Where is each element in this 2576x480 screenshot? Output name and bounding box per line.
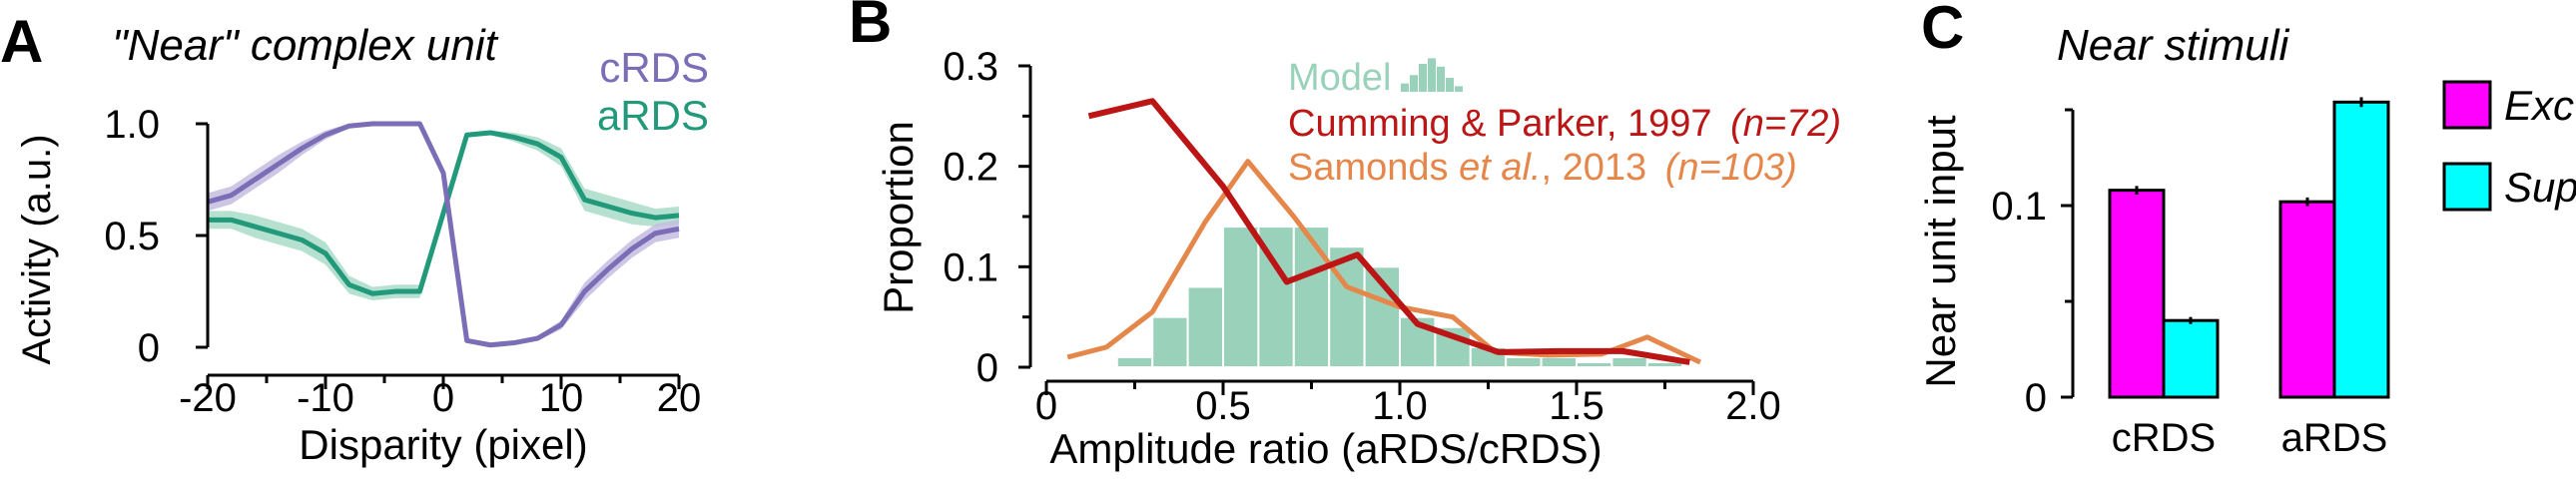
panel-b-ticks: 0 0.1 0.2 0.3 0 0.5 1.0 1.5 2.0 [943, 45, 1780, 428]
panel-b-histogram-bar [1610, 355, 1648, 368]
panel-b-histogram-bar [1540, 355, 1578, 368]
panel-b-x-tick-label: 1.5 [1549, 384, 1605, 428]
panel-a-x-tick-label: -10 [297, 376, 354, 420]
panel-c-legend: Exc Sup [2442, 80, 2576, 212]
legend-cumming-parker-n: (n=72) [1730, 103, 1841, 145]
legend-model-icon-bar [1446, 78, 1454, 92]
legend-samonds: Samonds et al., 2013 (n=103) [1288, 147, 1797, 189]
panel-a-line-ards [208, 130, 680, 296]
legend-samonds-name-prefix: Samonds [1288, 147, 1459, 189]
panel-a-x-tick-label: 0 [432, 376, 454, 420]
legend-crds: cRDS [599, 44, 709, 91]
panel-a-y-tick-label: 1.0 [104, 103, 160, 147]
legend-model-histogram-icon [1401, 58, 1463, 92]
legend-model-icon-bar [1455, 86, 1463, 92]
panel-c-ticks: cRDS aRDS 0 0.1 [1991, 108, 2388, 460]
panel-b-y-tick-label: 0.1 [943, 245, 998, 289]
panel-c: C Near stimuli cRDS aRDS 0 0.1 Near unit in… [1917, 0, 2576, 460]
legend-samonds-name-suffix: , 2013 [1541, 147, 1646, 189]
panel-b-histogram-bar [1505, 355, 1543, 368]
panel-b-letter: B [849, 0, 892, 55]
legend-ards: aRDS [597, 92, 709, 139]
panel-b-histogram-bar [1186, 285, 1224, 369]
panel-b-y-tick-label: 0.2 [943, 146, 998, 190]
panel-a-line-crds [207, 121, 680, 348]
panel-b-x-label: Amplitude ratio (aRDS/cRDS) [1049, 425, 1602, 472]
panel-b-histogram-bar [1576, 360, 1613, 369]
panel-c-x-tick-label: aRDS [2281, 416, 2388, 460]
panel-c-y-tick-label: 0.1 [1991, 185, 2047, 229]
panel-a-x-tick-label: 20 [657, 376, 702, 420]
legend-cumming-parker: Cumming & Parker, 1997 (n=72) [1288, 103, 1841, 145]
panel-b-x-tick-label: 0.5 [1195, 384, 1251, 428]
panel-c-y-tick-label: 0 [2025, 376, 2047, 420]
panel-b: B 0 0.1 0.2 0.3 0 0.5 1.0 1.5 2.0 Proportion Amp… [849, 0, 1841, 472]
panel-c-bar-exc-crds [2108, 189, 2166, 399]
panel-b-plot-area [1066, 98, 1701, 369]
panel-b-line-cumming-parker [1087, 98, 1690, 365]
panel-b-histogram-bar [1151, 315, 1189, 368]
panel-a-x-tick-label: 10 [539, 376, 584, 420]
panel-a-plot-area [207, 121, 680, 348]
legend-exc-swatch [2442, 80, 2492, 130]
legend-model-icon-bar [1419, 64, 1427, 92]
legend-samonds-et-al: et al. [1459, 147, 1541, 189]
panel-a-letter: A [0, 8, 43, 75]
legend-model-icon-bar [1437, 66, 1445, 92]
panel-b-histogram-bar [1292, 226, 1331, 368]
legend-model-icon-bar [1401, 83, 1409, 92]
panel-b-x-tick-label: 0 [1035, 384, 1057, 428]
panel-b-histogram-bar [1645, 360, 1684, 369]
panel-c-bar-sup-ards [2332, 100, 2390, 399]
panel-b-x-tick-label: 1.0 [1372, 384, 1428, 428]
panel-c-letter: C [1921, 0, 1964, 61]
panel-a-ticks: 0 0.5 1.0 -20 -10 0 10 20 [104, 103, 701, 420]
panel-a-title: "Near" complex unit [112, 21, 499, 70]
legend-samonds-n: (n=103) [1665, 147, 1797, 189]
legend-model: Model [1288, 57, 1392, 99]
legend-sup-label: Sup [2504, 164, 2576, 211]
legend-model-icon-bar [1428, 58, 1436, 92]
panel-c-y-label: Near unit input [1917, 115, 1964, 387]
panel-a: A "Near" complex unit 0 0.5 1.0 -20 -10 0 10 20… [0, 8, 709, 468]
panel-a-y-tick-label: 0.5 [104, 215, 160, 258]
panel-b-line-samonds [1066, 159, 1701, 365]
panel-b-y-tick-label: 0.3 [943, 45, 998, 89]
panel-b-y-label: Proportion [875, 121, 922, 314]
panel-c-title: Near stimuli [2057, 21, 2289, 70]
legend-sup-swatch [2442, 162, 2492, 212]
panel-a-y-tick-label: 0 [138, 326, 160, 370]
panel-c-x-tick-label: cRDS [2112, 416, 2216, 460]
panel-a-y-label: Activity (a.u.) [15, 134, 59, 364]
panel-a-x-tick-label: -20 [179, 376, 237, 420]
panel-b-histogram-bar [1222, 226, 1260, 368]
legend-exc-label: Exc [2504, 82, 2574, 129]
panel-c-bar-exc-ards [2278, 200, 2336, 399]
legend-cumming-parker-name: Cumming & Parker, 1997 [1288, 103, 1712, 145]
panel-b-y-tick-label: 0 [976, 346, 998, 390]
panel-c-plot-area [2108, 97, 2390, 399]
panel-c-bar-sup-crds [2162, 318, 2220, 399]
panel-b-histogram-bar [1115, 355, 1154, 368]
panel-b-x-tick-label: 2.0 [1725, 384, 1781, 428]
legend-model-icon-bar [1410, 75, 1418, 92]
panel-a-x-label: Disparity (pixel) [299, 421, 587, 468]
